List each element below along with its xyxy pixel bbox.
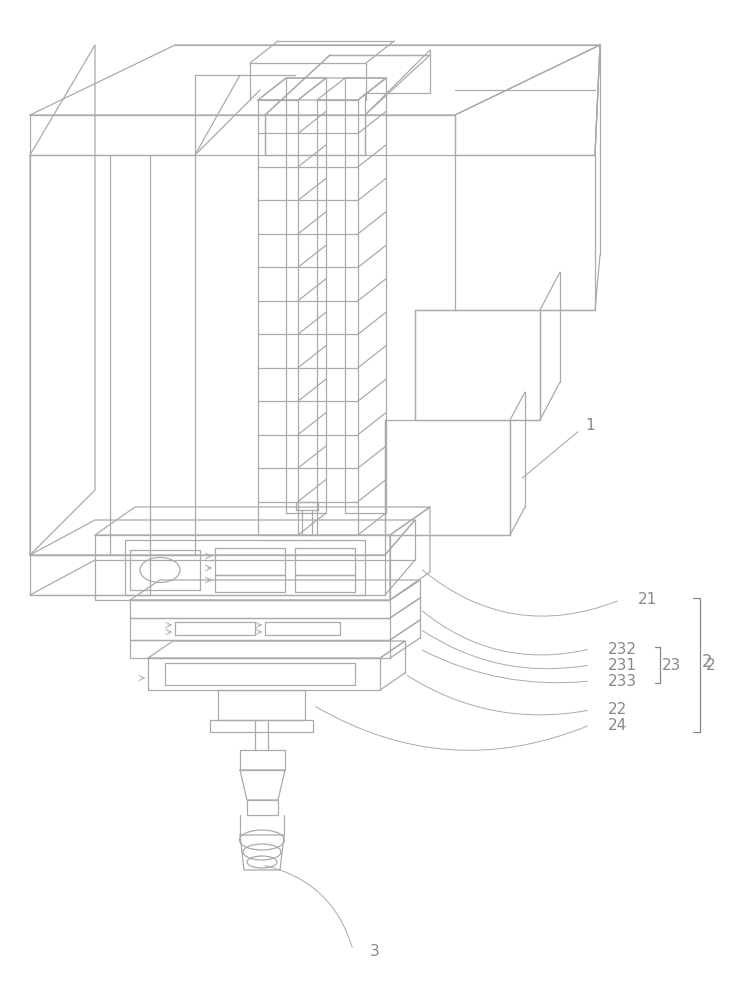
Text: 1: 1	[585, 418, 595, 432]
Text: 3: 3	[370, 944, 380, 960]
Text: 23: 23	[662, 658, 681, 672]
Text: 24: 24	[608, 718, 627, 732]
Text: 21: 21	[638, 592, 657, 607]
Text: 231: 231	[608, 658, 637, 672]
Text: 2: 2	[702, 653, 712, 671]
Text: 233: 233	[608, 674, 637, 688]
Text: 232: 232	[608, 642, 637, 656]
Text: 22: 22	[608, 702, 627, 718]
Text: 2: 2	[706, 658, 715, 672]
